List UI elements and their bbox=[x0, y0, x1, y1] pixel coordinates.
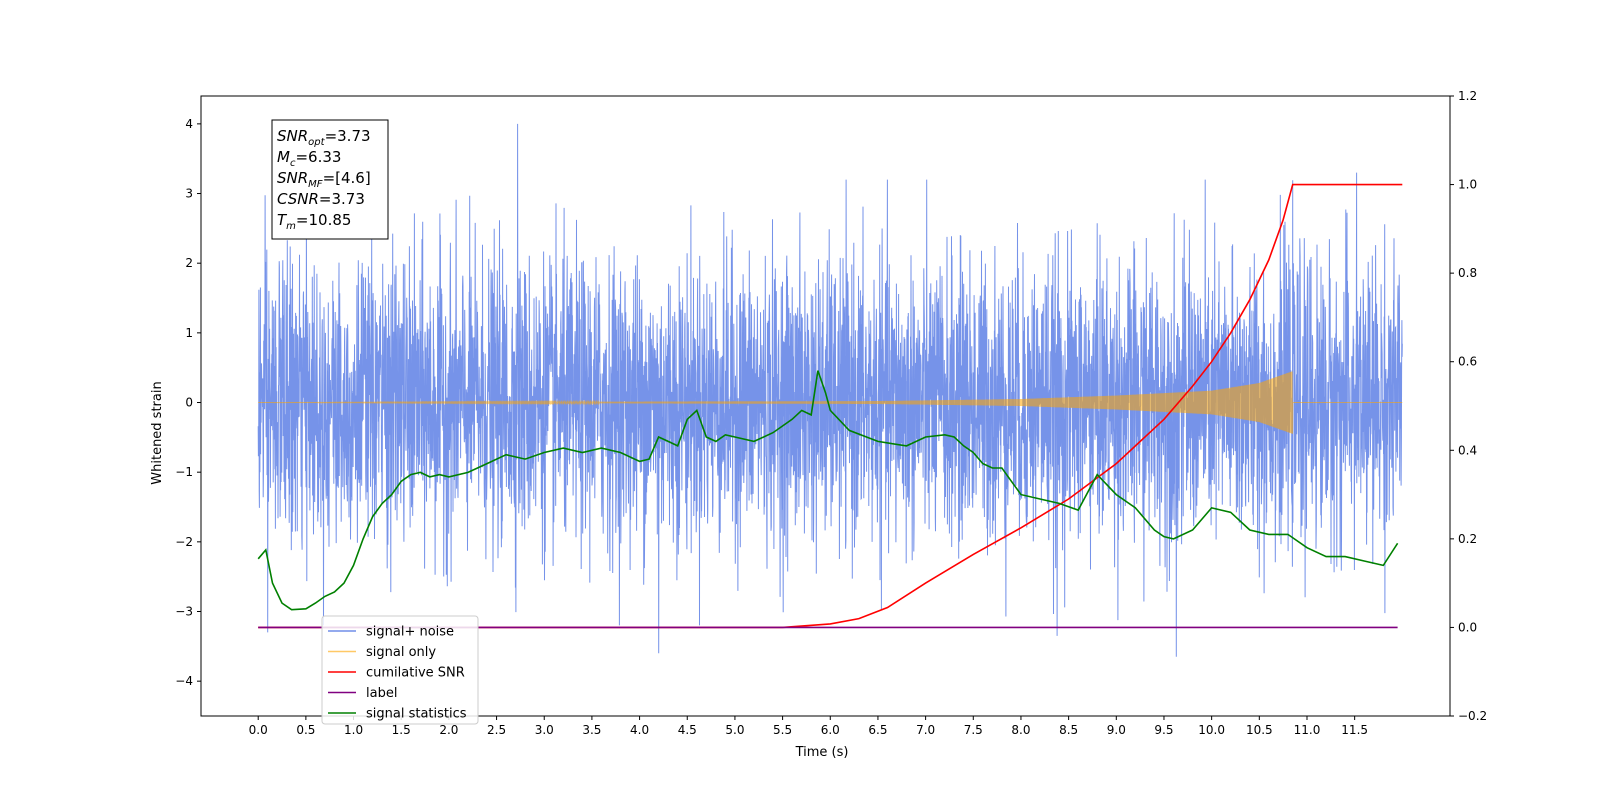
x-tick-label: 2.0 bbox=[439, 723, 458, 737]
stats-annotation-line: SNRMF=[4.6] bbox=[277, 169, 371, 190]
x-tick-label: 0.0 bbox=[249, 723, 268, 737]
y-right-tick-label: 0.8 bbox=[1458, 266, 1477, 280]
y-tick-label: −4 bbox=[175, 674, 193, 688]
cumilative-snr-line bbox=[258, 183, 1403, 629]
y-tick-label: −2 bbox=[175, 535, 193, 549]
x-tick-label: 5.5 bbox=[773, 723, 792, 737]
x-tick-label: 7.0 bbox=[916, 723, 935, 737]
x-tick-label: 6.5 bbox=[868, 723, 887, 737]
y-tick-label: 1 bbox=[185, 326, 193, 340]
x-tick-label: 5.0 bbox=[725, 723, 744, 737]
x-tick-label: 1.5 bbox=[392, 723, 411, 737]
y-right-tick-label: 0.0 bbox=[1458, 620, 1477, 634]
stats-annotation-line: CSNR=3.73 bbox=[277, 190, 365, 208]
legend-label: cumilative SNR bbox=[366, 666, 465, 681]
y-tick-label: 4 bbox=[185, 117, 193, 131]
x-tick-label: 9.0 bbox=[1107, 723, 1126, 737]
x-tick-label: 8.5 bbox=[1059, 723, 1078, 737]
y-axis-right-ticks: 1.2 1.0 0.8 0.6 0.4 0.2 0.0 −0.2 bbox=[1450, 89, 1487, 723]
legend-label: signal+ noise bbox=[366, 625, 454, 640]
x-tick-label: 8.0 bbox=[1011, 723, 1030, 737]
x-tick-label: 3.5 bbox=[582, 723, 601, 737]
plot-area-frame bbox=[200, 95, 1451, 717]
stats-annotation-line: Tm=10.85 bbox=[277, 211, 351, 232]
y-right-tick-label: 0.4 bbox=[1458, 443, 1477, 457]
y-right-tick-label: 0.2 bbox=[1458, 532, 1477, 546]
y-right-tick-label: −0.2 bbox=[1458, 709, 1487, 723]
x-tick-label: 10.5 bbox=[1246, 723, 1273, 737]
x-tick-label: 11.5 bbox=[1341, 723, 1368, 737]
x-tick-label: 4.5 bbox=[678, 723, 697, 737]
x-axis-label: Time (s) bbox=[795, 745, 849, 760]
y-right-tick-label: 0.6 bbox=[1458, 355, 1477, 369]
x-tick-label: 7.5 bbox=[964, 723, 983, 737]
y-tick-label: 0 bbox=[185, 396, 193, 410]
legend-label: signal statistics bbox=[366, 707, 467, 722]
signal-plus-noise-line bbox=[257, 123, 1403, 657]
x-tick-label: 6.0 bbox=[821, 723, 840, 737]
y-axis-left-ticks: 4 3 2 1 0 −1 −2 −3 −4 bbox=[175, 117, 201, 688]
x-tick-label: 3.0 bbox=[535, 723, 554, 737]
x-tick-label: 10.0 bbox=[1198, 723, 1225, 737]
y-tick-label: 2 bbox=[185, 256, 193, 270]
y-axis-label: Whitened strain bbox=[150, 381, 165, 484]
legend-label: label bbox=[366, 686, 397, 701]
x-axis-ticks: 0.0 0.5 1.0 1.5 2.0 2.5 3.0 3.5 4.0 4.5 5.0 5.5 6.0 6… bbox=[249, 716, 1368, 737]
signal-plus-noise-series bbox=[257, 123, 1403, 657]
legend-label: signal only bbox=[366, 645, 436, 660]
y-right-tick-label: 1.0 bbox=[1458, 178, 1477, 192]
y-right-tick-label: 1.2 bbox=[1458, 89, 1477, 103]
x-tick-label: 11.0 bbox=[1294, 723, 1321, 737]
signal-statistics-line bbox=[257, 370, 1399, 611]
x-tick-label: 9.5 bbox=[1154, 723, 1173, 737]
y-tick-label: 3 bbox=[185, 187, 193, 201]
stats-annotation-line: Mc=6.33 bbox=[277, 148, 341, 169]
legend: signal+ noise signal only cumilative SNR la… bbox=[321, 615, 479, 725]
signal-only-line bbox=[258, 371, 1403, 434]
signal-only-series bbox=[258, 371, 1403, 434]
x-tick-label: 0.5 bbox=[296, 723, 315, 737]
x-tick-label: 2.5 bbox=[487, 723, 506, 737]
stats-annotation-line: SNRopt=3.73 bbox=[277, 127, 371, 148]
x-tick-label: 4.0 bbox=[630, 723, 649, 737]
x-tick-label: 1.0 bbox=[344, 723, 363, 737]
y-tick-label: −1 bbox=[175, 465, 193, 479]
y-tick-label: −3 bbox=[175, 605, 193, 619]
